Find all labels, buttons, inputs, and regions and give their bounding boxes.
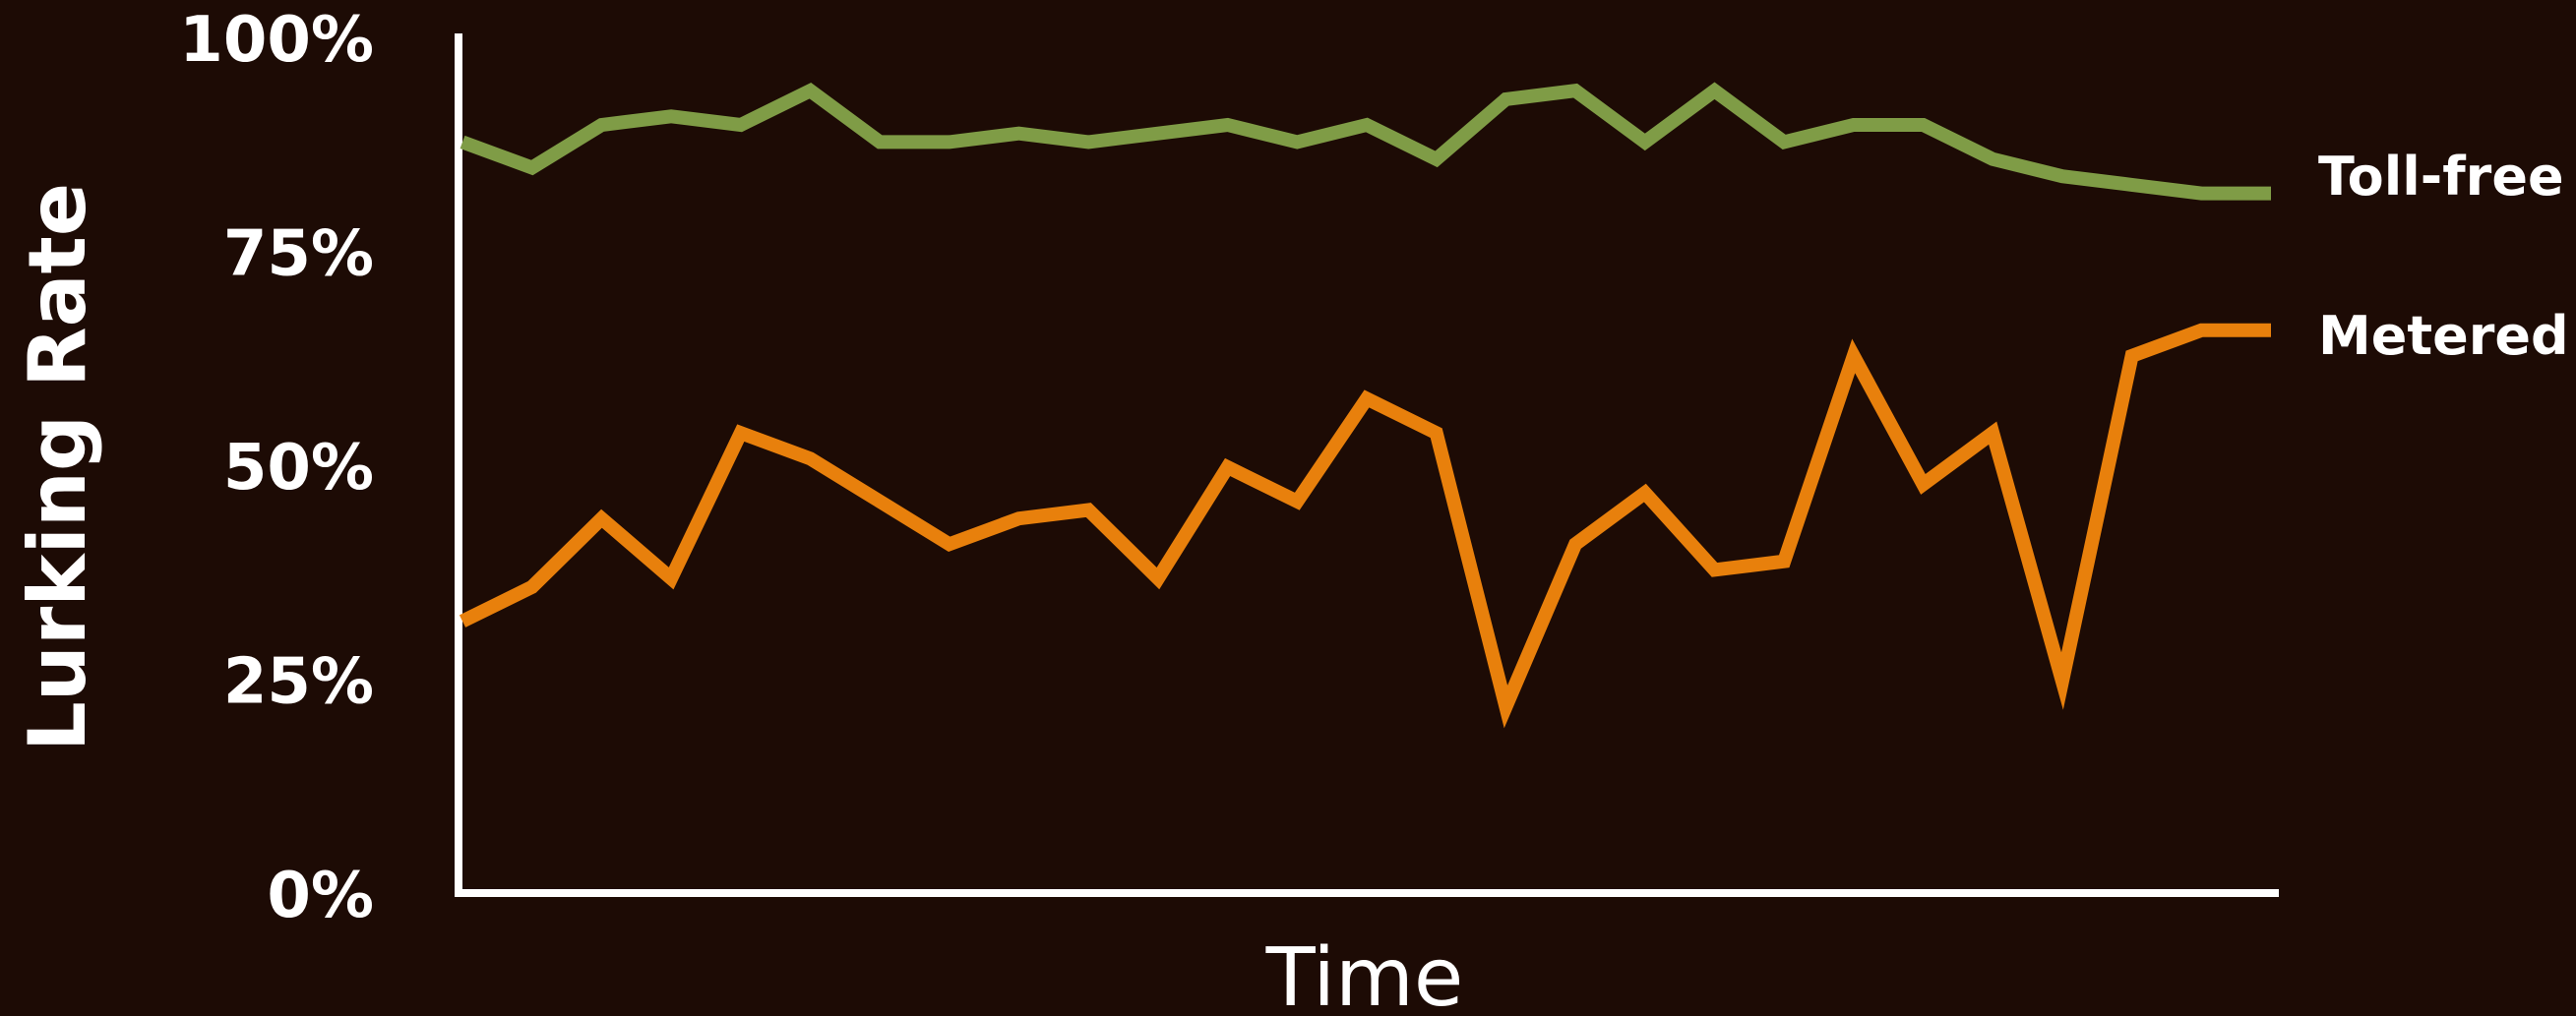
x-axis-title: Time: [1265, 931, 1464, 1016]
y-tick-label: 75%: [223, 218, 374, 291]
y-tick-label: 0%: [267, 860, 374, 932]
legend: Toll-free Metered: [2318, 146, 2569, 367]
y-axis-title: Lurking Rate: [12, 183, 103, 751]
series-line-toll-free: [460, 82, 2271, 201]
legend-label-toll-free: Toll-free: [2318, 146, 2564, 208]
y-tick-label: 100%: [179, 4, 374, 77]
series-lines: [459, 82, 2271, 729]
axes: [455, 33, 2279, 897]
y-tick-label: 50%: [223, 432, 374, 505]
y-tick-label: 25%: [223, 646, 374, 719]
y-tick-labels: 0% 25% 50% 75% 100%: [179, 4, 374, 932]
legend-label-metered: Metered: [2318, 305, 2569, 367]
series-line-metered: [459, 323, 2271, 729]
